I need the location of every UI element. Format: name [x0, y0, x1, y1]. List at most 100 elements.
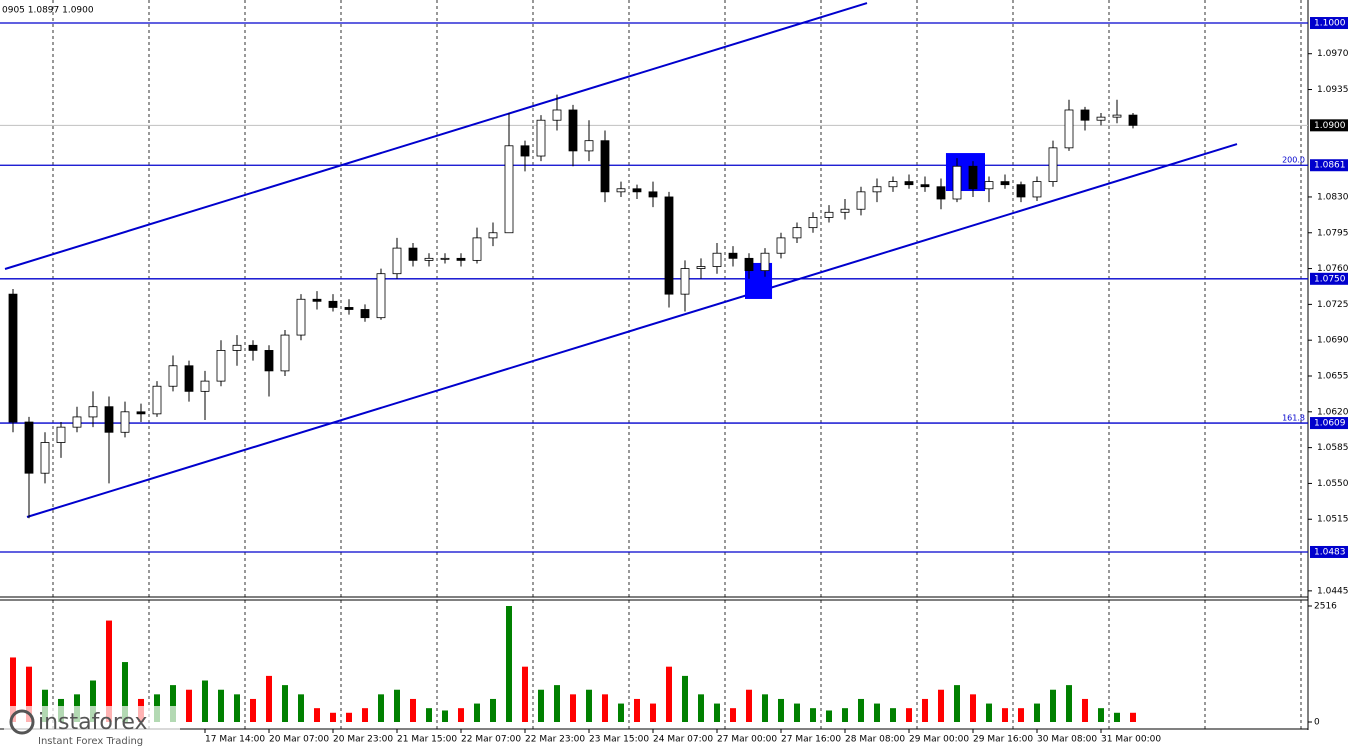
candle-body	[72, 416, 82, 428]
candle-body	[648, 191, 658, 198]
volume-bar	[90, 680, 96, 722]
candle-body	[712, 252, 722, 267]
candle-body	[920, 184, 930, 188]
volume-bar	[586, 689, 592, 722]
volume-bar	[1130, 712, 1136, 722]
volume-bar	[1018, 708, 1024, 722]
y-tick-label: 1.0550	[1317, 479, 1349, 489]
y-tick-label: 1.0690	[1317, 336, 1349, 346]
candle-body	[1016, 184, 1026, 198]
volume-bar	[746, 689, 752, 722]
volume-bar	[634, 698, 640, 722]
current-price-label: 1.0900	[1314, 121, 1346, 131]
candle-body	[504, 145, 514, 234]
volume-bar	[458, 708, 464, 722]
volume-bar	[810, 708, 816, 722]
y-tick-label: 1.0585	[1317, 443, 1349, 453]
candle-body	[8, 293, 18, 423]
level-label: 1.1000	[1314, 19, 1346, 29]
candle-body	[872, 186, 882, 193]
candle-body	[792, 227, 802, 239]
x-tick-label: 23 Mar 15:00	[589, 735, 649, 745]
volume-bar	[506, 606, 512, 722]
candle-body	[808, 217, 818, 229]
candle-body	[120, 411, 130, 433]
y-tick-label: 1.0795	[1317, 228, 1349, 238]
y-tick-label: 1.0935	[1317, 85, 1349, 95]
candle-body	[328, 300, 338, 308]
volume-bar	[714, 703, 720, 722]
trendline	[26, 143, 1238, 518]
candle-body	[488, 232, 498, 239]
candle-body	[744, 257, 754, 272]
y-tick-label: 1.0655	[1317, 372, 1349, 382]
volume-bar	[426, 708, 432, 722]
candle-body	[616, 188, 626, 193]
candle-body	[728, 252, 738, 259]
candle-body	[600, 140, 610, 193]
volume-bar	[10, 657, 16, 722]
candle-body	[536, 119, 546, 157]
volume-bar	[570, 694, 576, 722]
y-tick-label: 1.0515	[1317, 515, 1349, 525]
volume-bar	[522, 666, 528, 722]
volume-bar	[890, 708, 896, 722]
candle-body	[152, 385, 162, 415]
volume-bar	[922, 698, 928, 722]
y-tick-label: 1.0445	[1317, 586, 1349, 596]
candle-body	[1096, 116, 1106, 121]
y-tick-label: 1.0830	[1317, 192, 1349, 202]
volume-bar	[682, 675, 688, 722]
candle-body	[168, 365, 178, 387]
volume-bar	[298, 694, 304, 722]
candle-body	[440, 257, 450, 260]
candle-body	[344, 307, 354, 310]
candle-body	[104, 406, 114, 433]
header-quote: 0905 1.0897 1.0900	[2, 6, 94, 16]
fib-label: 200.0	[1282, 156, 1305, 165]
level-tag	[1310, 417, 1348, 430]
volume-bar	[650, 703, 656, 722]
volume-bar	[314, 708, 320, 722]
candle-body	[680, 268, 690, 295]
level-tag	[1310, 272, 1348, 285]
volume-bar	[826, 710, 832, 722]
candle-body	[1128, 114, 1138, 126]
volume-bar	[1050, 689, 1056, 722]
candle-body	[1000, 181, 1010, 186]
x-tick-label: 29 Mar 16:00	[973, 735, 1033, 745]
level-tag	[1310, 159, 1348, 172]
candle-body	[1064, 109, 1074, 149]
candle-body	[632, 188, 642, 193]
volume-bar	[410, 698, 416, 722]
y-tick-label: 1.0620	[1317, 407, 1349, 417]
logo-icon	[9, 709, 35, 735]
logo-tagline: Instant Forex Trading	[38, 736, 143, 747]
volume-bar	[442, 710, 448, 722]
x-tick-label: 21 Mar 15:00	[397, 735, 457, 745]
volume-bar	[666, 666, 672, 722]
candle-body	[1032, 181, 1042, 198]
volume-bar	[938, 689, 944, 722]
volume-bar	[186, 689, 192, 722]
x-tick-label: 27 Mar 16:00	[781, 735, 841, 745]
candle-body	[952, 165, 962, 200]
candle-body	[392, 247, 402, 275]
candle-body	[456, 257, 466, 261]
x-tick-label: 28 Mar 08:00	[845, 735, 905, 745]
fib-label: 161.8	[1282, 414, 1305, 423]
candle-body	[968, 165, 978, 190]
x-tick-label: 17 Mar 14:00	[205, 735, 265, 745]
volume-bar	[730, 708, 736, 722]
volume-bar	[42, 689, 48, 722]
candle-body	[408, 247, 418, 261]
volume-bar	[202, 680, 208, 722]
candle-body	[568, 109, 578, 152]
volume-bar	[282, 685, 288, 722]
candle-body	[936, 186, 946, 200]
volume-bar	[122, 662, 128, 722]
volume-bar	[250, 698, 256, 722]
x-tick-label: 20 Mar 23:00	[333, 735, 393, 745]
volume-bar	[1098, 708, 1104, 722]
y-tick-label: 1.0970	[1317, 49, 1349, 59]
